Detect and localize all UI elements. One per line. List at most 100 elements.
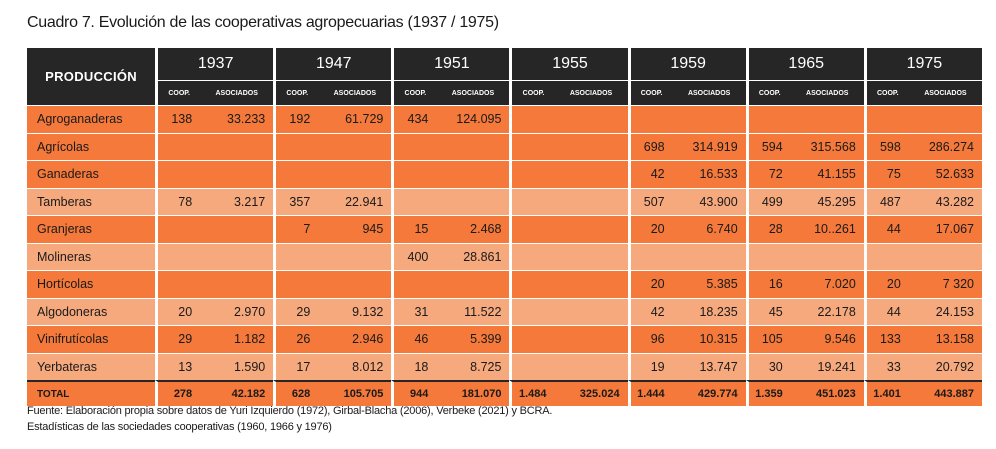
coop-value-cell: 29 — [155, 325, 201, 353]
asociados-value-cell: 5.385 — [672, 270, 746, 298]
coop-value-cell — [745, 105, 791, 133]
asociados-value-cell — [318, 132, 392, 160]
row-label: Hortícolas — [27, 270, 156, 298]
row-label: Granjeras — [27, 215, 156, 243]
asociados-value-cell: 2.970 — [200, 297, 274, 325]
asociados-value-cell: 2.946 — [318, 325, 392, 353]
coop-value-cell — [627, 242, 673, 270]
asociados-value-cell — [554, 160, 628, 188]
coop-value-cell: 72 — [745, 160, 791, 188]
asociados-value-cell: 61.729 — [318, 105, 392, 133]
row-label: Algodoneras — [27, 297, 156, 325]
asociados-value-cell: 124.095 — [436, 105, 510, 133]
coop-value-cell — [391, 132, 437, 160]
coop-value-cell: 20 — [627, 270, 673, 298]
coop-value-cell — [509, 242, 555, 270]
coop-value-cell: 44 — [863, 297, 909, 325]
asociados-value-cell: 8.012 — [318, 352, 392, 380]
coop-value-cell: 44 — [863, 215, 909, 243]
coop-value-cell — [509, 352, 555, 380]
asociados-value-cell — [554, 105, 628, 133]
asociados-value-cell: 105.705 — [318, 380, 392, 406]
coop-value-cell: 20 — [155, 297, 201, 325]
asociados-value-cell: 22.178 — [790, 297, 864, 325]
asociados-value-cell: 6.740 — [672, 215, 746, 243]
year-header: 1937 — [155, 48, 274, 80]
coop-value-cell — [509, 270, 555, 298]
asociados-value-cell — [554, 270, 628, 298]
coop-value-cell: 138 — [155, 105, 201, 133]
coop-value-cell: 15 — [391, 215, 437, 243]
coop-value-cell: 30 — [745, 352, 791, 380]
year-header: 1965 — [745, 48, 864, 80]
coop-value-cell: 594 — [745, 132, 791, 160]
coop-value-cell — [155, 242, 201, 270]
asociados-value-cell — [672, 105, 746, 133]
asociados-value-cell: 43.282 — [908, 187, 982, 215]
asociados-value-cell — [554, 352, 628, 380]
coop-value-cell — [509, 105, 555, 133]
coop-value-cell: 13 — [155, 352, 201, 380]
asociados-value-cell — [436, 132, 510, 160]
asociados-value-cell: 17.067 — [908, 215, 982, 243]
asociados-value-cell — [554, 297, 628, 325]
coop-value-cell: 698 — [627, 132, 673, 160]
asociados-value-cell: 41.155 — [790, 160, 864, 188]
coop-value-cell: 78 — [155, 187, 201, 215]
coop-value-cell: 133 — [863, 325, 909, 353]
coop-value-cell — [863, 242, 909, 270]
asociados-value-cell: 2.468 — [436, 215, 510, 243]
asociados-value-cell — [672, 242, 746, 270]
source-note-2: Estadísticas de las sociedades cooperati… — [27, 421, 332, 433]
asociados-value-cell — [436, 187, 510, 215]
asociados-value-cell: 10.315 — [672, 325, 746, 353]
coop-value-cell: 357 — [273, 187, 319, 215]
asociados-value-cell — [554, 215, 628, 243]
asociados-subheader: ASOCIADOS — [436, 80, 510, 105]
table-row: Yerbateras 13 1.590 17 8.012 18 8.725 19 13.747 3… — [27, 352, 982, 380]
asociados-value-cell — [318, 242, 392, 270]
cooperatives-table: PRODUCCIÓN 1937 1947 1951 1955 1959 1965 1975 CO… — [27, 48, 982, 406]
coop-value-cell: 42 — [627, 160, 673, 188]
coop-value-cell: 46 — [391, 325, 437, 353]
coop-value-cell: 192 — [273, 105, 319, 133]
coop-value-cell: 598 — [863, 132, 909, 160]
row-label: Vinifrutícolas — [27, 325, 156, 353]
coop-value-cell — [391, 160, 437, 188]
coop-value-cell — [391, 187, 437, 215]
asociados-value-cell: 8.725 — [436, 352, 510, 380]
year-header: 1975 — [863, 48, 982, 80]
asociados-value-cell: 18.235 — [672, 297, 746, 325]
coop-value-cell: 944 — [391, 380, 437, 406]
asociados-value-cell: 3.217 — [200, 187, 274, 215]
coop-value-cell — [509, 215, 555, 243]
asociados-subheader: ASOCIADOS — [672, 80, 746, 105]
coop-value-cell — [509, 160, 555, 188]
year-header: 1955 — [509, 48, 628, 80]
coop-subheader: COOP. — [745, 80, 791, 105]
year-header: 1959 — [627, 48, 746, 80]
asociados-value-cell: 22.941 — [318, 187, 392, 215]
asociados-value-cell — [200, 160, 274, 188]
table-row: Tamberas 78 3.217 357 22.941 507 43.900 499 45.2… — [27, 187, 982, 215]
coop-subheader: COOP. — [509, 80, 555, 105]
coop-value-cell: 19 — [627, 352, 673, 380]
asociados-value-cell — [554, 132, 628, 160]
asociados-value-cell: 42.182 — [200, 380, 274, 406]
asociados-value-cell — [790, 242, 864, 270]
coop-value-cell — [155, 270, 201, 298]
asociados-value-cell — [318, 160, 392, 188]
asociados-value-cell — [318, 270, 392, 298]
row-label: TOTAL — [27, 380, 156, 406]
coop-value-cell — [155, 132, 201, 160]
asociados-value-cell — [554, 187, 628, 215]
asociados-value-cell: 33.233 — [200, 105, 274, 133]
asociados-value-cell: 13.158 — [908, 325, 982, 353]
asociados-value-cell — [908, 105, 982, 133]
asociados-subheader: ASOCIADOS — [790, 80, 864, 105]
production-header: PRODUCCIÓN — [27, 48, 156, 105]
coop-value-cell — [509, 132, 555, 160]
coop-value-cell: 499 — [745, 187, 791, 215]
coop-value-cell — [509, 297, 555, 325]
coop-value-cell: 628 — [273, 380, 319, 406]
